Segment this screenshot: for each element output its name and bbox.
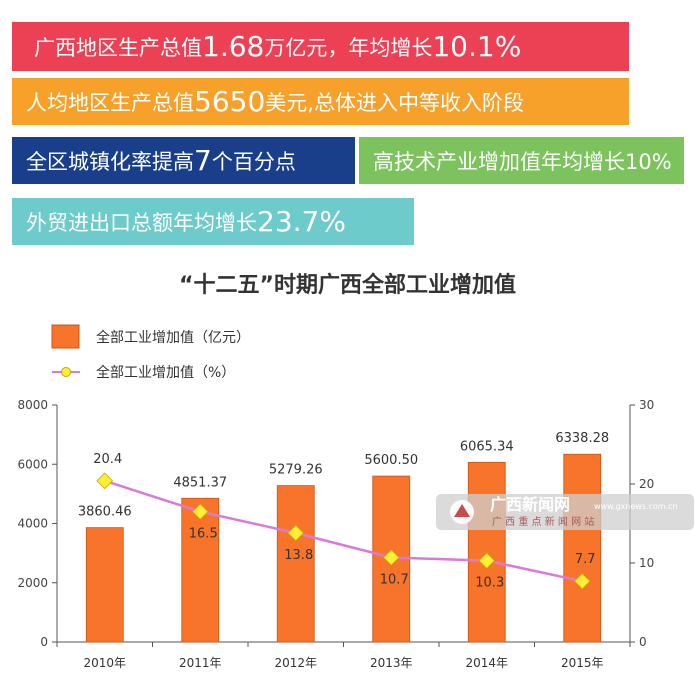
bar-value-label: 3860.46 [78, 505, 132, 520]
banner-urbanization-pre: 全区城镇化率提高 [26, 149, 194, 174]
watermark-main-text: 广西新闻网 [490, 495, 570, 514]
banner-gdp-mid: 万亿元，年均增长 [264, 35, 433, 60]
line-value-label: 10.7 [380, 572, 409, 587]
line-point [573, 572, 591, 590]
banner-trade-pre: 外贸进出口总额年均增长 [26, 210, 257, 235]
line-value-label: 10.3 [475, 576, 504, 591]
line-point [382, 549, 400, 566]
x-tick-label: 2014年 [465, 656, 508, 670]
legend-bar-swatch [51, 324, 80, 349]
banner-per-capita-pre: 人均地区生产总值 [26, 90, 194, 115]
x-tick-label: 2010年 [83, 656, 126, 670]
watermark-logo-mark [454, 504, 470, 517]
chart-line: 20.4 16.5 13.8 10.7 10.3 7.7 [93, 452, 595, 591]
banner-trade: 外贸进出口总额年均增长 23.7 % [12, 198, 414, 245]
banner-gdp-value: 1.68 [202, 30, 265, 63]
banner-gdp: 广西地区生产总值 1.68 万亿元，年均增长 10.1 % [12, 22, 629, 71]
line-value-label: 7.7 [575, 552, 596, 567]
watermark-url: www.gxnews.com.cn [594, 502, 678, 511]
banner-urbanization: 全区城镇化率提高 7 个百分点 [12, 137, 355, 184]
banner-per-capita-post: 美元,总体进入中等收入阶段 [265, 90, 524, 115]
bar [85, 527, 124, 643]
y-right-tick-label: 20 [639, 477, 654, 491]
line-value-label: 16.5 [189, 527, 218, 542]
y-right-tick-label: 10 [639, 556, 654, 570]
y-left-tick-label: 4000 [17, 517, 48, 531]
banner-gdp-pre: 广西地区生产总值 [34, 35, 202, 60]
line-value-label: 20.4 [93, 452, 122, 467]
x-tick-label: 2011年 [179, 656, 222, 670]
x-tick-label: 2012年 [274, 656, 317, 670]
banner-hightech-text: 高技术产业增加值年均增长10% [373, 149, 672, 174]
bar [563, 453, 602, 643]
bar [181, 497, 220, 643]
bar [276, 485, 315, 643]
chart-bars: 3860.46 4851.37 5279.26 5600.50 6065.34 6338.… [78, 431, 609, 643]
banner-urbanization-post: 个百分点 [211, 149, 296, 174]
watermark: 广西新闻网 www.gxnews.com.cn 广 西 重 点 新 闻 网 站 [436, 494, 694, 530]
x-tick-label: 2015年 [561, 656, 604, 670]
line-point [478, 552, 496, 569]
banner-per-capita-value: 5650 [194, 85, 266, 118]
banner-gdp-growth: 10.1 [432, 30, 495, 63]
bar-value-label: 5279.26 [269, 463, 323, 478]
watermark-sub-text: 广 西 重 点 新 闻 网 站 [492, 515, 594, 528]
banner-urbanization-value: 7 [194, 144, 212, 177]
y-left-tick-label: 6000 [17, 457, 48, 471]
chart-axes: 0 2000 4000 6000 8000 0 10 20 30 2010年 2011年 2012年 2… [17, 398, 654, 670]
bar-value-label: 6065.34 [460, 439, 514, 454]
line-value-label: 13.8 [284, 548, 313, 563]
banner-trade-value: 23.7 [257, 205, 320, 238]
line-point [191, 503, 209, 520]
bar [467, 461, 506, 643]
line-point [96, 472, 114, 490]
series-line [104, 479, 583, 583]
y-left-tick-label: 8000 [17, 398, 48, 412]
banner-gdp-percent: % [494, 30, 522, 63]
y-right-tick-label: 0 [639, 635, 647, 649]
legend-line-marker [61, 367, 71, 377]
bar-value-label: 6338.28 [555, 431, 609, 446]
banner-hightech: 高技术产业增加值年均增长10% [359, 137, 684, 184]
chart-legend: 全部工业增加值（亿元） 全部工业增加值（%） [51, 324, 250, 381]
bar-value-label: 5600.50 [364, 453, 418, 468]
y-right-tick-label: 30 [639, 398, 654, 412]
chart-title: “十二五”时期广西全部工业增加值 [179, 273, 516, 298]
legend-line-label: 全部工业增加值（%） [96, 364, 235, 381]
watermark-background [436, 494, 694, 530]
banner-trade-percent: % [319, 205, 346, 238]
y-left-tick-label: 2000 [17, 576, 48, 590]
bar-value-label: 4851.37 [173, 475, 227, 490]
y-left-tick-label: 0 [40, 635, 48, 649]
legend-bar-label: 全部工业增加值（亿元） [96, 329, 250, 346]
x-tick-label: 2013年 [370, 656, 413, 670]
line-point [287, 524, 305, 542]
banner-per-capita: 人均地区生产总值 5650 美元,总体进入中等收入阶段 [12, 78, 629, 125]
